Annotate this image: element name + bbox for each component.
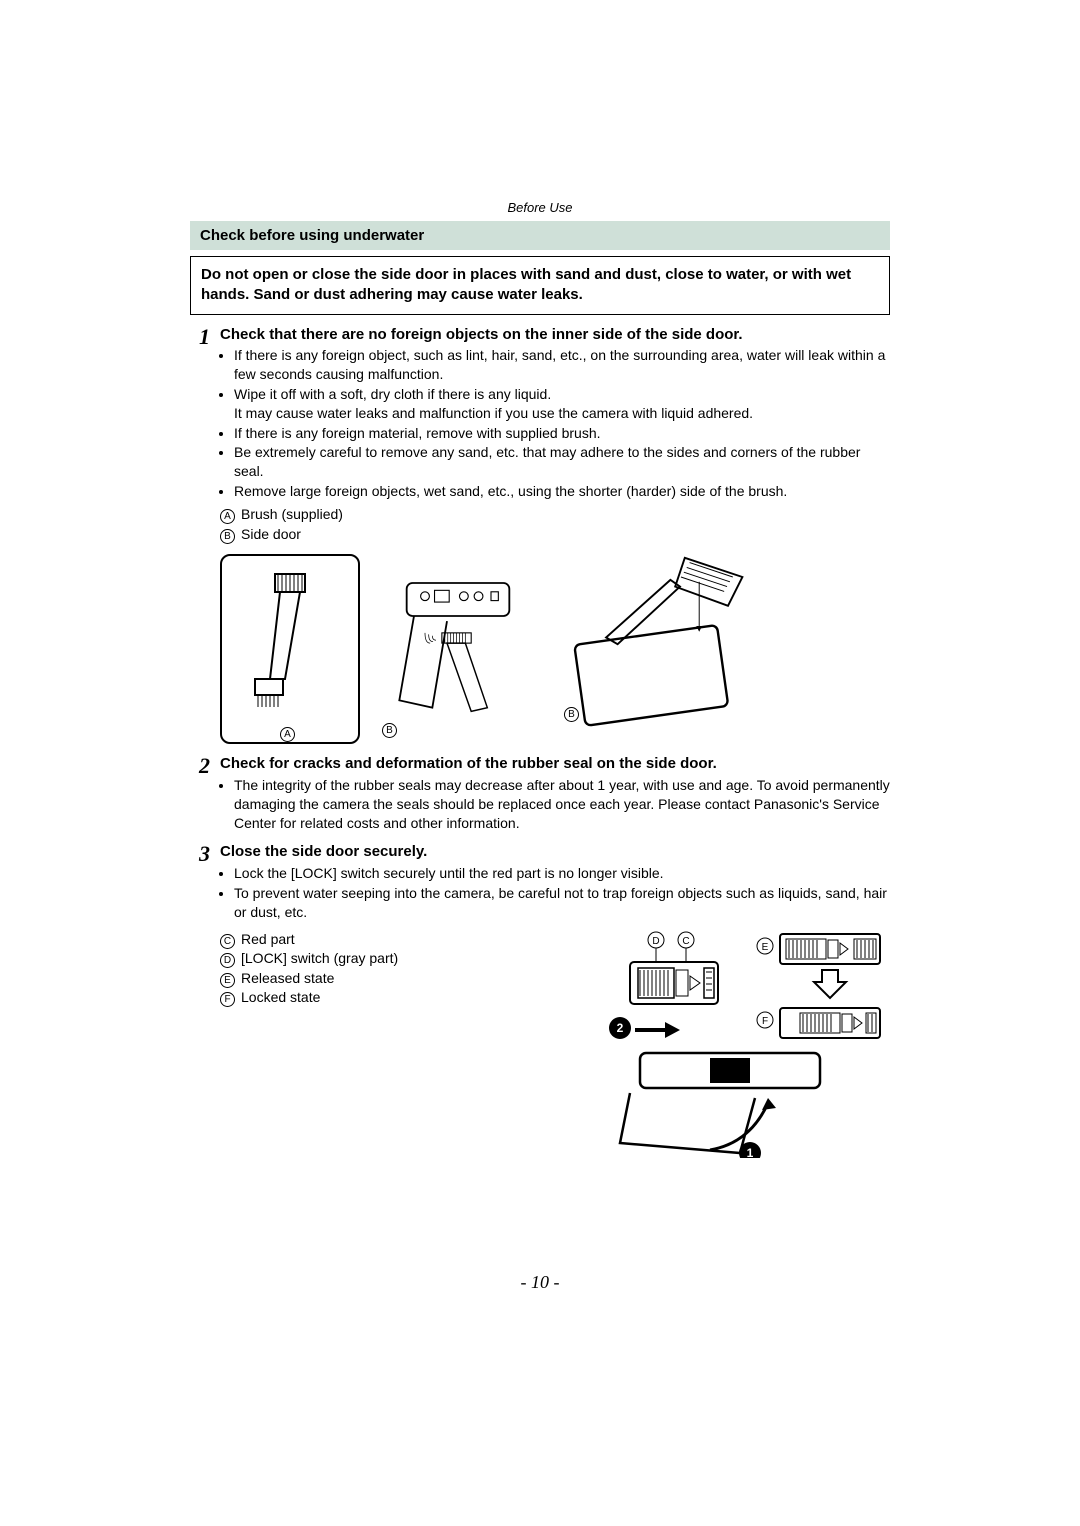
bullet: Be extremely careful to remove any sand,… [234, 443, 890, 481]
svg-text:2: 2 [617, 1021, 624, 1035]
legend-text: Locked state [241, 988, 320, 1008]
svg-text:C: C [682, 936, 689, 947]
circle-label-A-fig: A [280, 727, 295, 742]
illustration-placeholder [220, 554, 360, 744]
bullet: If there is any foreign object, such as … [234, 346, 890, 384]
svg-text:D: D [652, 936, 659, 947]
figure-camera-2: B [556, 554, 756, 744]
circle-label-C: C [220, 934, 235, 949]
legend-row: F Locked state [220, 988, 590, 1008]
step-1: 1 Check that there are no foreign object… [190, 325, 890, 547]
step-heading: Check for cracks and deformation of the … [220, 754, 890, 774]
legend-row: C Red part [220, 930, 590, 950]
illustration-placeholder [388, 554, 528, 744]
step-number: 2 [190, 754, 220, 778]
bullet: Wipe it off with a soft, dry cloth if th… [234, 385, 890, 423]
figure-camera-1: B [388, 554, 528, 744]
subsection-title: Check before using underwater [190, 221, 890, 250]
bullet: To prevent water seeping into the camera… [234, 884, 890, 922]
legend-row: B Side door [220, 525, 890, 545]
step-heading: Check that there are no foreign objects … [220, 325, 890, 345]
figure-brush: A [220, 554, 360, 744]
bullet: Lock the [LOCK] switch securely until th… [234, 864, 890, 883]
circle-label-B-fig2: B [564, 707, 579, 722]
figure-lock: D C 2 [590, 928, 890, 1162]
step-2: 2 Check for cracks and deformation of th… [190, 754, 890, 836]
section-header: Before Use [190, 200, 890, 215]
legend-text: Brush (supplied) [241, 505, 343, 525]
illustration-placeholder [556, 554, 756, 744]
warning-text: Do not open or close the side door in pl… [190, 256, 890, 315]
figure-row: A B [220, 554, 890, 744]
svg-text:E: E [762, 942, 769, 953]
legend-text: Released state [241, 969, 334, 989]
legend-text: Red part [241, 930, 295, 950]
circle-label-A: A [220, 509, 235, 524]
step-number: 3 [190, 842, 220, 866]
svg-text:F: F [762, 1016, 768, 1027]
legend-row: E Released state [220, 969, 590, 989]
bullet: Remove large foreign objects, wet sand, … [234, 482, 890, 501]
step-heading: Close the side door securely. [220, 842, 890, 862]
legend-text: Side door [241, 525, 301, 545]
page-number: - 10 - [190, 1272, 890, 1293]
circle-label-D: D [220, 953, 235, 968]
legend-row: A Brush (supplied) [220, 505, 890, 525]
step-3: 3 Close the side door securely. Lock the… [190, 842, 890, 1161]
circle-label-B: B [220, 529, 235, 544]
svg-text:1: 1 [747, 1146, 754, 1158]
step-number: 1 [190, 325, 220, 349]
circle-label-B-fig1: B [382, 723, 397, 738]
bullet: If there is any foreign material, remove… [234, 424, 890, 443]
circle-label-E: E [220, 973, 235, 988]
bullet: The integrity of the rubber seals may de… [234, 776, 890, 833]
legend-text: [LOCK] switch (gray part) [241, 949, 398, 969]
circle-label-F: F [220, 992, 235, 1007]
legend-row: D [LOCK] switch (gray part) [220, 949, 590, 969]
